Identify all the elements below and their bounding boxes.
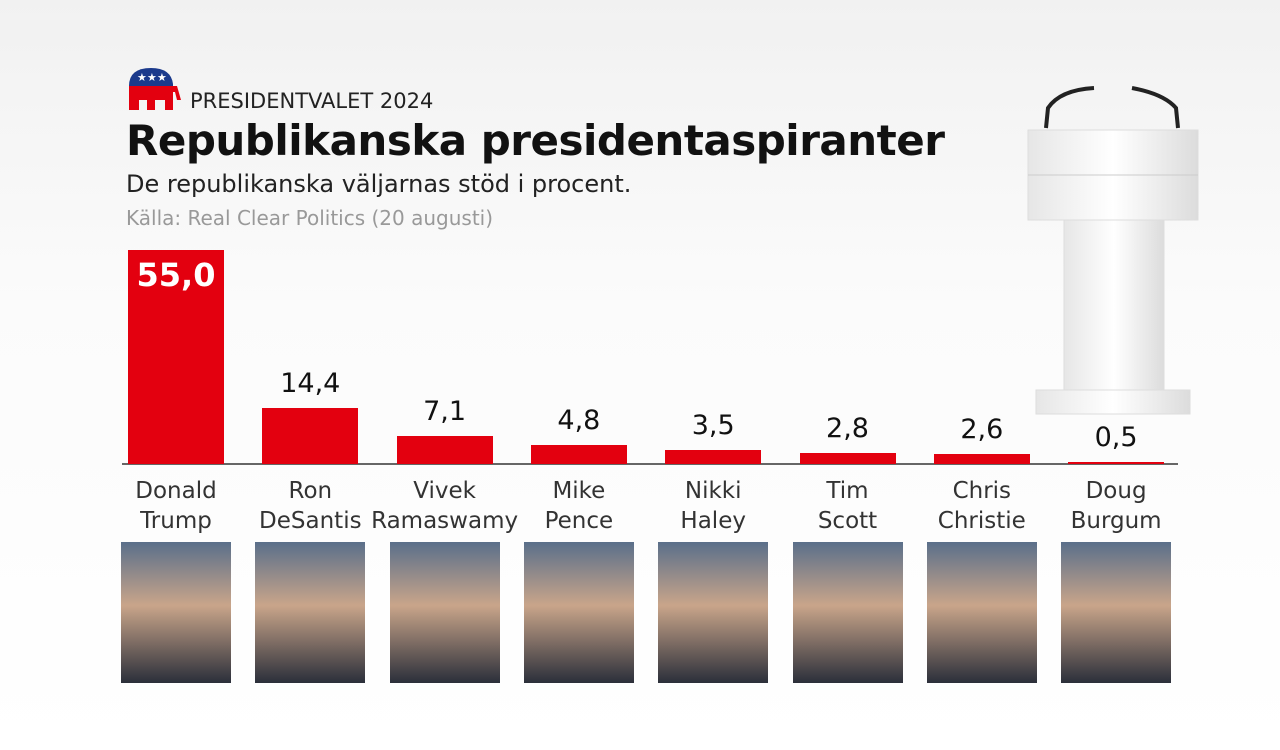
candidate-photo <box>389 542 500 683</box>
candidate-photo <box>658 542 769 683</box>
category-label: Nikki Haley <box>680 478 746 534</box>
candidate-photo <box>792 542 903 683</box>
party-logo: ★ ★ ★ <box>129 68 181 110</box>
category-label: Chris Christie <box>937 478 1026 534</box>
value-label: 2,8 <box>826 413 869 445</box>
category-label: Doug Burgum <box>1070 478 1162 534</box>
value-label: 55,0 <box>136 256 216 295</box>
candidate-photo <box>523 542 634 683</box>
svg-text:★: ★ <box>147 71 157 84</box>
category-label: Mike Pence <box>544 478 614 534</box>
candidate-photo <box>121 542 231 683</box>
bar <box>933 453 1030 464</box>
chart-title: Republikanska presidentaspiranter <box>126 116 945 165</box>
source: Källa: Real Clear Politics (20 augusti) <box>126 206 494 230</box>
bar <box>530 445 627 464</box>
category-label: Vivek Ramaswamy <box>371 478 519 534</box>
bar <box>128 250 224 464</box>
bar <box>665 450 762 464</box>
svg-text:★: ★ <box>157 71 167 84</box>
category-label: Ron DeSantis <box>259 478 362 534</box>
candidate-photo <box>1061 542 1172 683</box>
candidate-photo <box>255 542 366 683</box>
axis-line <box>122 463 1178 465</box>
value-label: 3,5 <box>691 410 735 442</box>
value-label: 0,5 <box>1094 422 1138 454</box>
bar <box>1068 462 1165 464</box>
svg-text:★: ★ <box>137 71 147 84</box>
value-label: 4,8 <box>557 405 601 437</box>
bar <box>262 407 359 464</box>
value-label: 7,1 <box>423 396 467 428</box>
bar <box>799 453 896 464</box>
category-label: Tim Scott <box>817 478 878 534</box>
kicker: PRESIDENTVALET 2024 <box>190 89 434 113</box>
category-label: Donald Trump <box>135 478 217 534</box>
podium <box>1027 86 1199 415</box>
candidate-photo <box>926 542 1037 683</box>
bar <box>396 436 493 464</box>
subtitle: De republikanska väljarnas stöd i procen… <box>126 170 632 198</box>
value-label: 14,4 <box>280 367 341 399</box>
value-label: 2,6 <box>960 413 1004 445</box>
